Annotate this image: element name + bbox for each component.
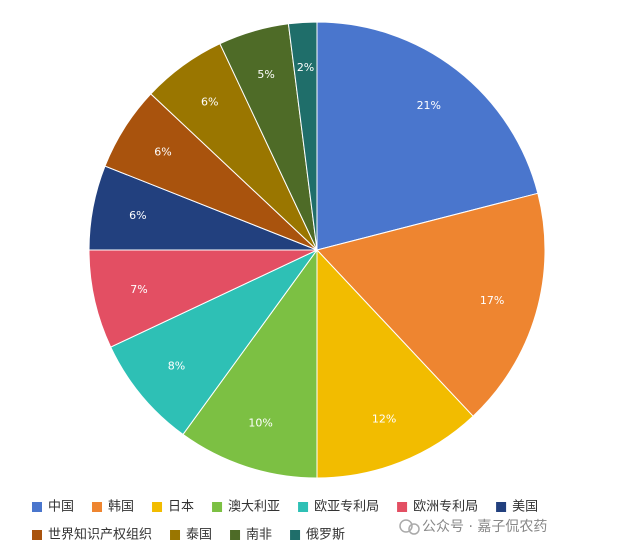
watermark: 公众号 · 嘉子侃农药: [422, 519, 547, 535]
value-label: 8%: [168, 359, 185, 372]
legend-label: 欧洲专利局: [413, 500, 478, 515]
legend-swatch: [496, 502, 507, 512]
value-label: 12%: [372, 413, 396, 426]
legend-label: 中国: [48, 500, 74, 515]
value-label: 10%: [248, 416, 272, 429]
legend-label: 美国: [512, 500, 538, 515]
legend-label: 韩国: [108, 500, 134, 515]
legend-label: 南非: [246, 527, 272, 543]
legend-swatch: [32, 530, 42, 540]
legend-swatch: [92, 502, 103, 512]
legend-swatch: [152, 502, 163, 512]
legend-label: 日本: [168, 500, 194, 515]
pie-slice: [287, 21, 318, 251]
pie-slice: [316, 21, 539, 251]
value-label: 2%: [297, 61, 314, 74]
value-label: 5%: [257, 68, 274, 81]
legend-label: 俄罗斯: [306, 528, 345, 543]
value-label: 17%: [480, 294, 504, 307]
legend-label: 欧亚专利局: [314, 500, 379, 515]
value-label: 6%: [129, 209, 146, 222]
legend-swatch: [290, 530, 301, 540]
legend-swatch: [32, 502, 42, 512]
legend-swatch: [397, 502, 408, 512]
legend-label: 泰国: [186, 528, 212, 543]
pie-slice: [316, 248, 474, 479]
legend-swatch: [170, 530, 181, 540]
legend-label: 世界知识产权组织: [48, 527, 152, 543]
watermark-icon: [399, 519, 420, 535]
legend-label: 澳大利亚: [228, 499, 280, 515]
value-label: 21%: [417, 99, 441, 112]
value-label: 7%: [130, 283, 147, 296]
legend-swatch: [230, 530, 241, 540]
legend-swatch: [298, 502, 309, 512]
value-label: 6%: [201, 95, 218, 108]
pie-slice: [110, 249, 318, 436]
pie-slice: [182, 248, 318, 479]
value-label: 6%: [154, 145, 171, 158]
pie-slice: [316, 192, 546, 417]
legend-swatch: [212, 502, 223, 512]
